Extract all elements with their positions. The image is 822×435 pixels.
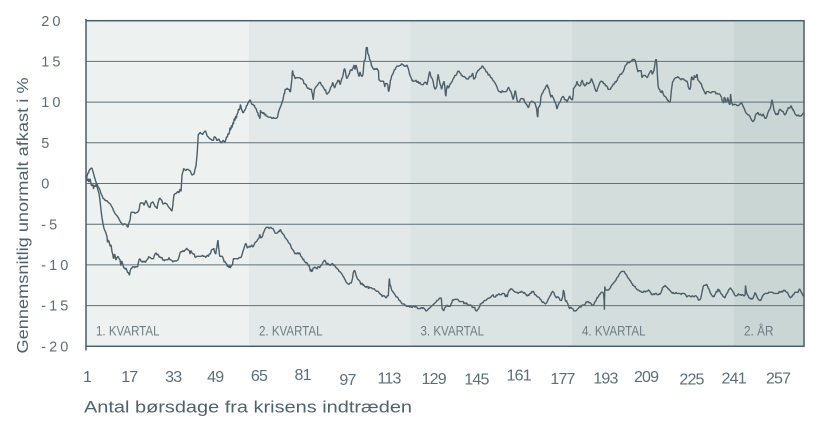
svg-text:65: 65 [251, 368, 268, 385]
svg-text:225: 225 [679, 372, 704, 389]
svg-text:5: 5 [41, 136, 52, 152]
svg-text:81: 81 [294, 367, 311, 384]
svg-text:15: 15 [41, 55, 63, 71]
svg-text:113: 113 [377, 370, 401, 387]
svg-text:1. KVARTAL: 1. KVARTAL [96, 324, 160, 339]
svg-text:Gennemsnitlig unormalt afkast: Gennemsnitlig unormalt afkast i % [15, 78, 32, 354]
svg-text:10: 10 [41, 95, 63, 111]
svg-text:2. ÅR: 2. ÅR [744, 324, 774, 339]
svg-text:241: 241 [722, 371, 747, 388]
svg-text:20: 20 [41, 14, 63, 30]
svg-text:-20: -20 [41, 339, 71, 355]
svg-text:0: 0 [41, 177, 52, 193]
svg-text:4. KVARTAL: 4. KVARTAL [582, 324, 646, 339]
svg-text:145: 145 [464, 372, 489, 389]
svg-text:193: 193 [593, 370, 618, 387]
svg-text:33: 33 [165, 369, 182, 386]
svg-text:-5: -5 [41, 217, 60, 233]
svg-text:161: 161 [507, 368, 532, 385]
svg-text:3. KVARTAL: 3. KVARTAL [421, 324, 485, 339]
svg-text:209: 209 [634, 369, 659, 386]
svg-text:-10: -10 [41, 258, 71, 274]
svg-text:257: 257 [766, 371, 791, 388]
svg-text:129: 129 [422, 371, 447, 388]
svg-text:17: 17 [121, 369, 138, 386]
svg-text:177: 177 [550, 371, 575, 388]
svg-text:1: 1 [83, 369, 92, 386]
svg-text:Antal børsdage fra krisens ind: Antal børsdage fra krisens indtræden [84, 398, 412, 417]
svg-text:2. KVARTAL: 2. KVARTAL [259, 324, 323, 339]
svg-text:97: 97 [339, 372, 356, 389]
svg-text:-15: -15 [41, 299, 71, 315]
svg-text:49: 49 [207, 369, 224, 386]
